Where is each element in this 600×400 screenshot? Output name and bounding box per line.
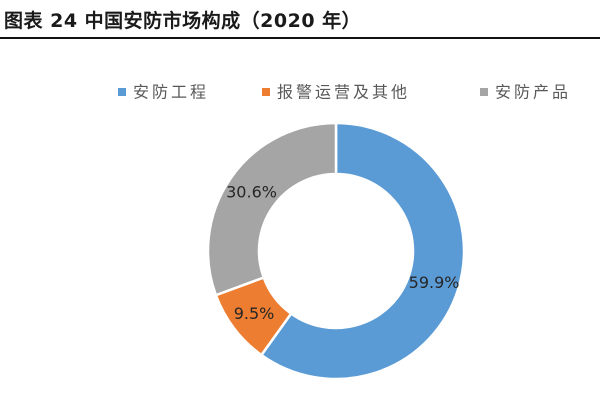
legend-item-security-engineering: 安防工程 <box>118 83 209 102</box>
data-label-alarm-operations-other: 9.5% <box>234 304 275 323</box>
legend-item-security-products: 安防产品 <box>480 83 571 102</box>
figure-title: 图表 24 中国安防市场构成（2020 年） <box>4 10 362 32</box>
legend-label-security-engineering: 安防工程 <box>133 83 209 102</box>
title-divider <box>0 37 600 39</box>
slice-labels: 59.9% 9.5% 30.6% <box>226 183 459 323</box>
legend-swatch-security-engineering <box>118 88 126 96</box>
legend-item-alarm-operations-other: 报警运营及其他 <box>262 83 410 102</box>
legend-label-security-products: 安防产品 <box>495 83 571 102</box>
slice-security-products <box>206 121 338 297</box>
legend-label-alarm-operations-other: 报警运营及其他 <box>277 83 410 102</box>
data-label-security-engineering: 59.9% <box>409 273 460 292</box>
data-label-security-products: 30.6% <box>226 183 277 202</box>
legend-swatch-alarm-operations-other <box>262 88 270 96</box>
legend-swatch-security-products <box>480 88 488 96</box>
slice-security-engineering <box>259 121 466 381</box>
chart-legend: 安防工程 报警运营及其他 安防产品 <box>118 83 571 102</box>
donut-slices <box>206 121 466 381</box>
